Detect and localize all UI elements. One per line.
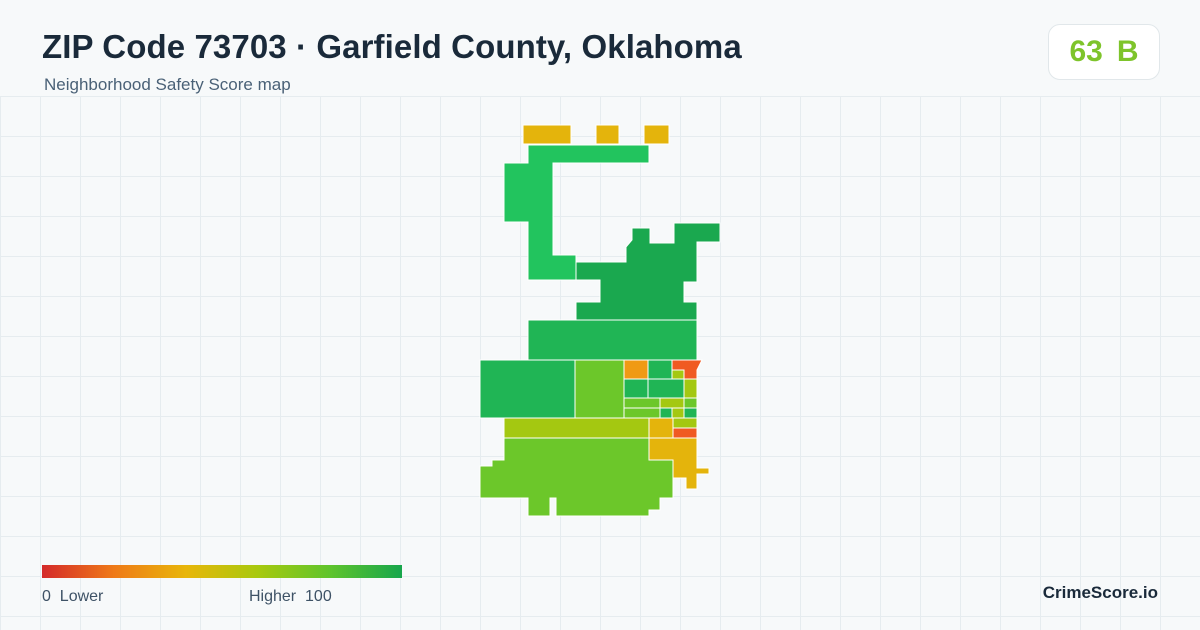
map-region: [595, 124, 620, 145]
map-region: [672, 427, 698, 439]
map-region: [623, 397, 661, 409]
safety-score-grade: B: [1116, 35, 1139, 68]
legend-max-value: 100: [305, 588, 332, 605]
safety-score-value: 63: [1069, 35, 1103, 68]
map-region: [648, 417, 674, 439]
page-title: ZIP Code 73703 · Garfield County, Oklaho…: [42, 28, 742, 65]
map-region: [659, 407, 673, 419]
brand-logo-text: CrimeScore.io: [1042, 583, 1158, 602]
safety-score-badge: 63 B: [1048, 24, 1160, 80]
map-region: [503, 417, 650, 439]
map-region: [647, 359, 673, 380]
legend-lower-text: Lower: [59, 588, 104, 605]
map-region: [671, 369, 685, 380]
map-region: [623, 407, 661, 419]
legend-higher-text: Higher: [249, 588, 297, 605]
legend-gradient-bar: [42, 565, 402, 578]
map-region: [683, 378, 698, 399]
map-region: [672, 417, 698, 429]
map-region: [659, 397, 685, 409]
map-region: [527, 319, 698, 361]
map-region: [574, 359, 625, 419]
map-region: [643, 124, 670, 145]
legend-min-label: 0 Lower: [42, 588, 103, 606]
map-region: [648, 437, 710, 490]
map-region: [479, 437, 674, 517]
legend-max-label: Higher 100: [249, 588, 332, 606]
map-region: [671, 407, 685, 419]
map-region: [623, 378, 649, 399]
map-region: [683, 407, 698, 419]
map-region: [479, 359, 576, 419]
map-region: [683, 397, 698, 409]
map-region: [522, 124, 572, 145]
legend-min-value: 0: [42, 588, 51, 605]
map-region: [575, 222, 721, 321]
page-subtitle: Neighborhood Safety Score map: [44, 75, 291, 94]
map-region: [647, 378, 685, 399]
map-region: [623, 359, 649, 380]
